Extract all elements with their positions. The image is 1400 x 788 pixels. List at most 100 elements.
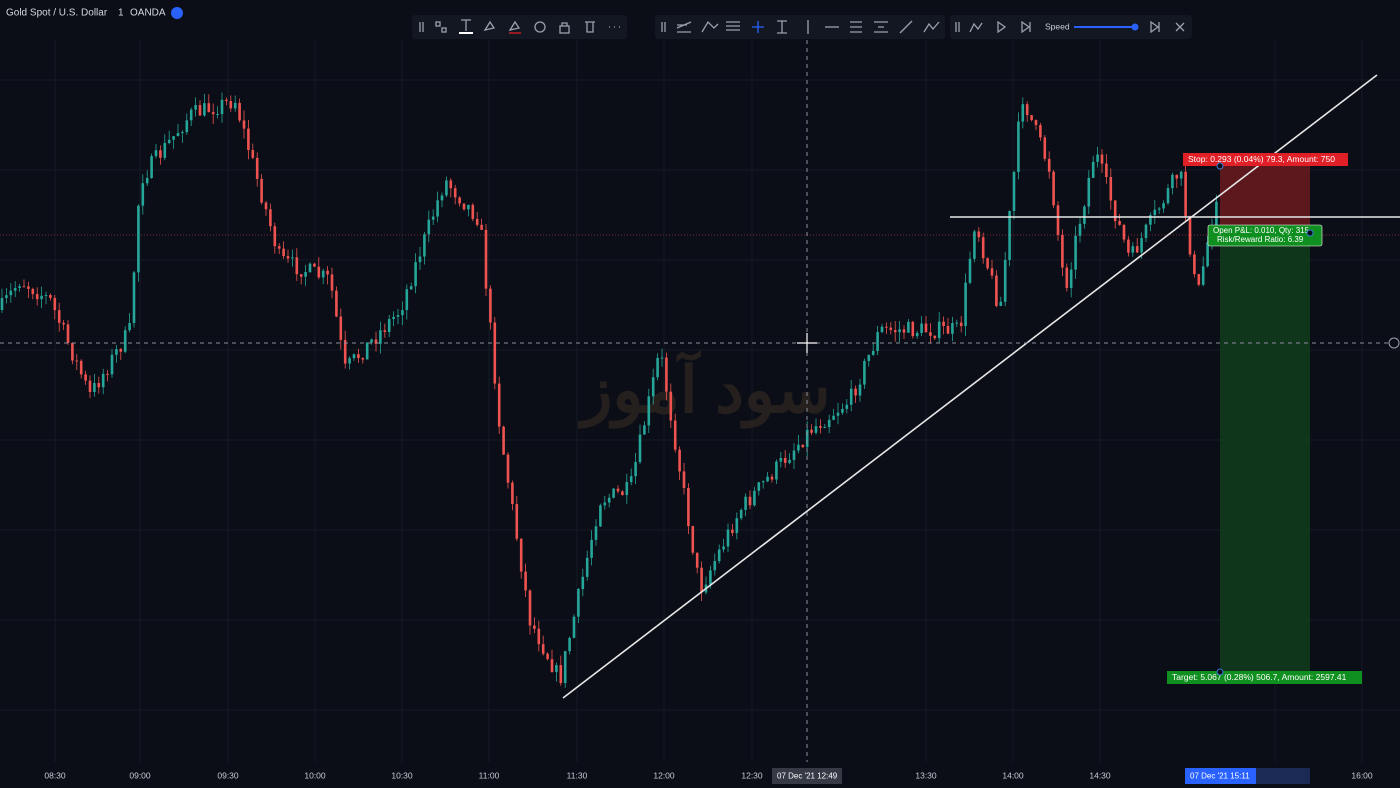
candle-body	[563, 651, 567, 684]
candle-body	[665, 357, 668, 392]
candle-body	[836, 412, 840, 416]
candle-body	[317, 266, 321, 278]
candle-body	[106, 373, 109, 375]
candle-body	[726, 529, 730, 547]
candle-body	[484, 229, 488, 289]
candle-body	[898, 329, 901, 333]
candle-body	[238, 102, 241, 121]
candle-body	[1043, 137, 1047, 159]
handle[interactable]	[1216, 162, 1224, 170]
time-axis-ticks: 08:30 09:00 09:30 10:00 10:30 11:00 11:30 12:00…	[44, 770, 1373, 780]
candle-body	[348, 358, 351, 364]
candle-body	[489, 288, 492, 323]
tools-toolbar-icons[interactable]	[661, 20, 940, 34]
candle-body	[401, 309, 404, 316]
candle-body	[57, 310, 61, 323]
candle-body	[335, 290, 338, 317]
candle-body	[255, 157, 259, 179]
candle-body	[405, 289, 409, 310]
candle-body	[66, 324, 70, 343]
candle-body	[885, 326, 888, 328]
cursor-handle[interactable]	[1388, 337, 1400, 349]
candle-body	[5, 295, 8, 299]
candle-body	[515, 504, 519, 539]
candle-body	[1074, 235, 1077, 270]
candle-body	[27, 286, 30, 289]
candle-body	[145, 177, 149, 184]
candle-body	[154, 150, 158, 157]
candle-body	[973, 231, 976, 259]
candle-body	[1061, 234, 1064, 268]
candle-body	[71, 342, 74, 361]
candle-body	[616, 488, 620, 492]
candle-body	[1087, 177, 1091, 207]
candle-body	[101, 373, 105, 388]
candle-body	[1166, 188, 1170, 204]
handle[interactable]	[1306, 229, 1314, 237]
candle-body	[497, 383, 501, 427]
candle-body	[678, 449, 681, 472]
candle-body	[1201, 266, 1205, 285]
candle-body	[330, 274, 334, 291]
handle[interactable]	[1216, 668, 1224, 676]
candle-body	[1175, 174, 1179, 179]
candle-body	[929, 332, 932, 336]
speed-knob[interactable]	[1131, 23, 1139, 31]
candle-body	[541, 644, 545, 654]
candle-body	[211, 112, 215, 115]
candle-body	[647, 396, 651, 426]
candle-body	[1012, 172, 1016, 211]
candle-body	[858, 384, 862, 396]
candle-body	[757, 482, 761, 491]
candle-body	[788, 459, 791, 463]
time-tick-label: 10:00	[304, 770, 326, 780]
candle-body	[40, 295, 43, 300]
replay-label-bg	[1185, 768, 1256, 784]
candle-body	[792, 450, 796, 460]
candle-body	[981, 237, 985, 259]
candle-body	[555, 665, 558, 673]
candle-body	[827, 419, 831, 428]
candle-body	[1188, 216, 1192, 255]
candle-body	[1025, 104, 1029, 116]
candle-body	[282, 248, 285, 257]
candle-body	[321, 270, 325, 278]
speed-label: Speed	[1045, 21, 1070, 31]
candle-body	[775, 461, 778, 480]
candle-body	[656, 357, 659, 378]
time-tick-label: 11:30	[567, 770, 588, 780]
candle-body	[1118, 220, 1121, 225]
candle-body	[537, 628, 541, 645]
replay-toolbar-icons[interactable]	[955, 20, 1185, 34]
candle-body	[1122, 224, 1126, 240]
candle-body	[959, 322, 963, 327]
candle-body	[524, 571, 527, 591]
candle-body	[964, 282, 967, 327]
candle-body	[189, 109, 193, 121]
candle-body	[44, 295, 48, 297]
candle-body	[550, 659, 554, 673]
candle-body	[88, 380, 92, 392]
symbol: Gold Spot / U.S. Dollar	[6, 8, 108, 19]
candle-body	[585, 557, 589, 577]
candle-body	[458, 197, 461, 204]
candle-body	[22, 286, 26, 288]
candle-body	[1065, 267, 1069, 288]
drawing-toolbar-icons[interactable]	[419, 19, 620, 34]
candle-body	[986, 258, 989, 269]
replay-badge[interactable]	[171, 7, 183, 19]
candle-body	[370, 339, 373, 343]
candle-body	[687, 487, 690, 527]
candle-body	[1179, 171, 1183, 179]
candle-body	[783, 457, 787, 463]
candle-body	[559, 665, 563, 684]
candle-body	[62, 322, 65, 325]
candle-body	[115, 349, 118, 355]
candle-body	[409, 286, 413, 290]
candle-body	[150, 156, 153, 178]
candle-body	[739, 509, 743, 519]
candle-body	[519, 538, 523, 572]
candle-body	[594, 526, 598, 540]
candle-body	[691, 526, 695, 553]
